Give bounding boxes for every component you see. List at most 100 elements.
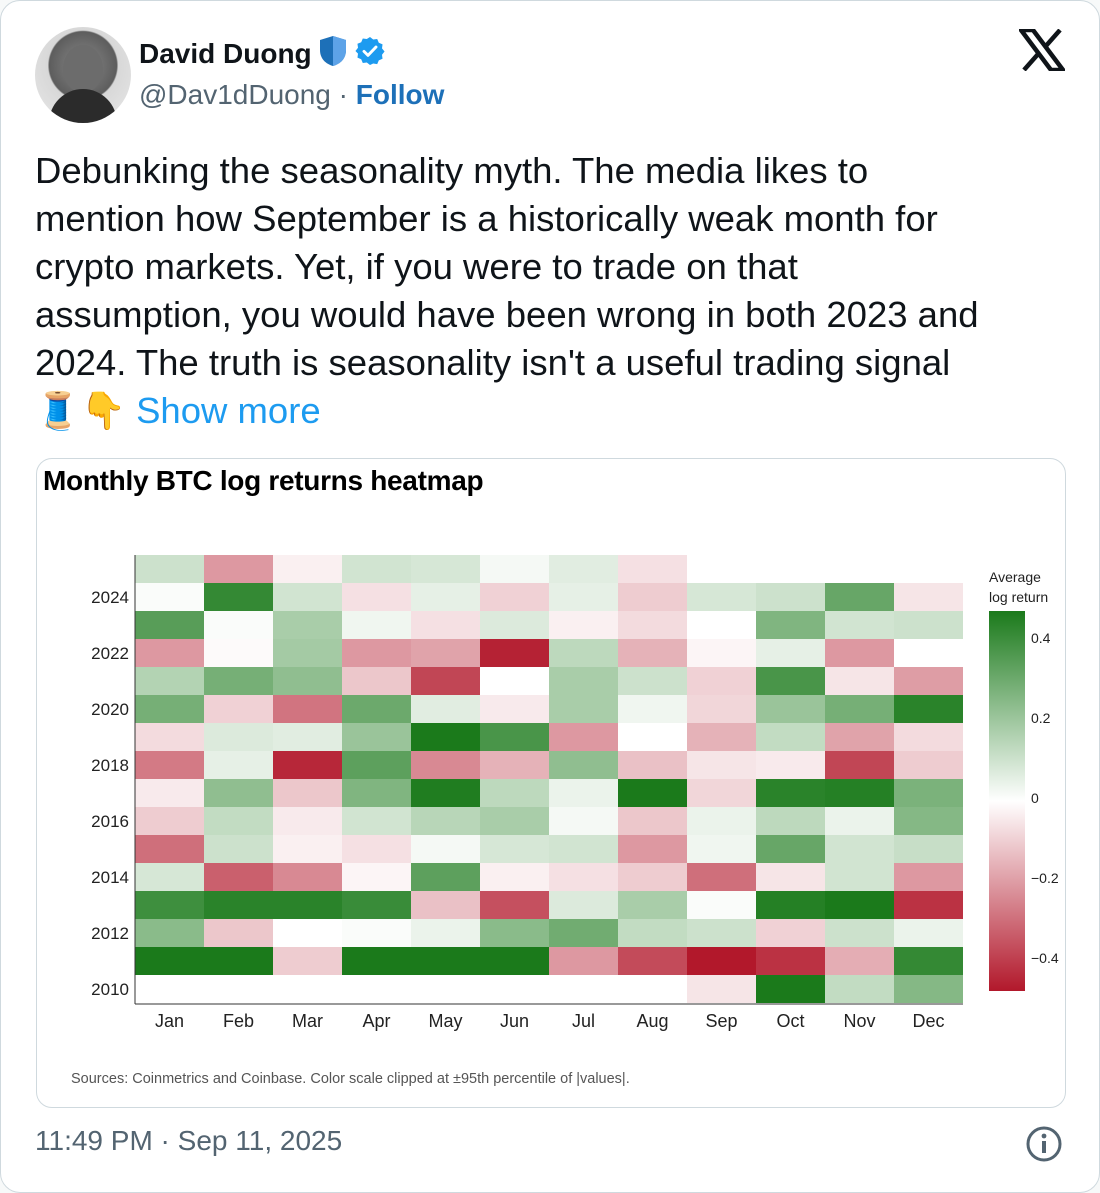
heatmap-cell	[273, 751, 342, 779]
heatmap-cell	[549, 667, 618, 695]
heatmap-cell	[411, 695, 480, 723]
heatmap-cell	[411, 611, 480, 639]
heatmap-cell	[825, 947, 894, 975]
heatmap-cell	[825, 695, 894, 723]
heatmap-cell	[687, 751, 756, 779]
heatmap-cell	[618, 723, 687, 751]
heatmap-cell	[687, 611, 756, 639]
heatmap-cell	[894, 947, 963, 975]
heatmap-cell	[618, 919, 687, 947]
heatmap-cell	[135, 695, 204, 723]
heatmap-cell	[204, 695, 273, 723]
heatmap-cell	[618, 779, 687, 807]
colorbar-tick-label: 0	[1031, 790, 1039, 806]
heatmap-cell	[204, 723, 273, 751]
heatmap-cell	[687, 863, 756, 891]
heatmap-cell	[273, 807, 342, 835]
heatmap-cell	[342, 639, 411, 667]
heatmap-cell	[411, 667, 480, 695]
heatmap-cell	[342, 695, 411, 723]
heatmap-cell	[618, 807, 687, 835]
timestamp[interactable]: 11:49 PM · Sep 11, 2025	[35, 1125, 343, 1156]
heatmap-cell	[618, 555, 687, 583]
heatmap-cell	[273, 583, 342, 611]
heatmap-cell	[204, 583, 273, 611]
heatmap-cell	[687, 583, 756, 611]
heatmap-cell	[825, 555, 894, 583]
heatmap-cell	[342, 807, 411, 835]
heatmap-cell	[480, 639, 549, 667]
heatmap-cell	[894, 639, 963, 667]
info-icon[interactable]	[1025, 1125, 1063, 1168]
heatmap-cell	[273, 555, 342, 583]
heatmap-cell	[273, 863, 342, 891]
heatmap-cell	[825, 919, 894, 947]
heatmap-cell	[687, 779, 756, 807]
heatmap-cell	[342, 919, 411, 947]
heatmap-cell	[204, 779, 273, 807]
heatmap-cell	[480, 919, 549, 947]
heatmap-cell	[342, 751, 411, 779]
colorbar-tick-label: −0.4	[1031, 950, 1059, 966]
heatmap-cell	[204, 947, 273, 975]
heatmap-cell	[204, 835, 273, 863]
x-tick-label: Apr	[362, 1011, 390, 1031]
chart-title: Monthly BTC log returns heatmap	[43, 465, 484, 496]
heatmap-cell	[549, 863, 618, 891]
heatmap-cell	[894, 891, 963, 919]
heatmap-cell	[825, 751, 894, 779]
heatmap-cell	[342, 975, 411, 1003]
heatmap-cell	[756, 863, 825, 891]
heatmap-cell	[825, 807, 894, 835]
author-name[interactable]: David Duong	[139, 37, 312, 69]
heatmap-cell	[549, 583, 618, 611]
heatmap-cell	[687, 919, 756, 947]
heatmap-cell	[135, 807, 204, 835]
heatmap-cell	[894, 667, 963, 695]
y-tick-label: 2024	[91, 588, 129, 607]
heatmap-cell	[480, 555, 549, 583]
heatmap-cell	[135, 779, 204, 807]
avatar[interactable]	[35, 27, 131, 123]
heatmap-cell	[549, 751, 618, 779]
handle-separator: ·	[330, 79, 356, 110]
heatmap-cell	[342, 835, 411, 863]
heatmap-cell	[687, 807, 756, 835]
heatmap-cell	[825, 891, 894, 919]
tweet-text: Debunking the seasonality myth. The medi…	[35, 147, 1075, 435]
heatmap-cell	[135, 919, 204, 947]
heatmap-cell	[756, 583, 825, 611]
heatmap-cell	[411, 835, 480, 863]
heatmap-cell	[549, 611, 618, 639]
author-handle[interactable]: @Dav1dDuong	[139, 79, 331, 110]
heatmap-cell	[825, 639, 894, 667]
heatmap-cell	[549, 891, 618, 919]
heatmap-cell	[756, 667, 825, 695]
heatmap-cell	[687, 695, 756, 723]
colorbar-title: Average log return	[989, 569, 1049, 605]
heatmap-cell	[273, 947, 342, 975]
y-tick-label: 2022	[91, 644, 129, 663]
y-tick-label: 2018	[91, 756, 129, 775]
heatmap-cell	[756, 751, 825, 779]
heatmap-cell	[411, 555, 480, 583]
heatmap-cell	[618, 751, 687, 779]
heatmap-cell	[204, 919, 273, 947]
colorbar	[989, 611, 1025, 991]
heatmap-cell	[825, 835, 894, 863]
heatmap-cell	[135, 863, 204, 891]
heatmap-cell	[549, 807, 618, 835]
heatmap-cell	[825, 779, 894, 807]
show-more-link[interactable]: Show more	[136, 390, 321, 431]
colorbar-tick-label: 0.4	[1031, 630, 1051, 646]
heatmap-cell	[135, 611, 204, 639]
heatmap-cell	[894, 835, 963, 863]
tweet-media-chart[interactable]: Monthly BTC log returns heatmap 2024 2022…	[36, 458, 1066, 1108]
shield-icon	[318, 35, 348, 72]
heatmap-cell	[618, 695, 687, 723]
heatmap-cell	[135, 751, 204, 779]
follow-button[interactable]: Follow	[355, 79, 445, 110]
heatmap-cell	[411, 975, 480, 1003]
heatmap-cell	[273, 891, 342, 919]
x-logo-icon[interactable]	[1016, 27, 1068, 76]
